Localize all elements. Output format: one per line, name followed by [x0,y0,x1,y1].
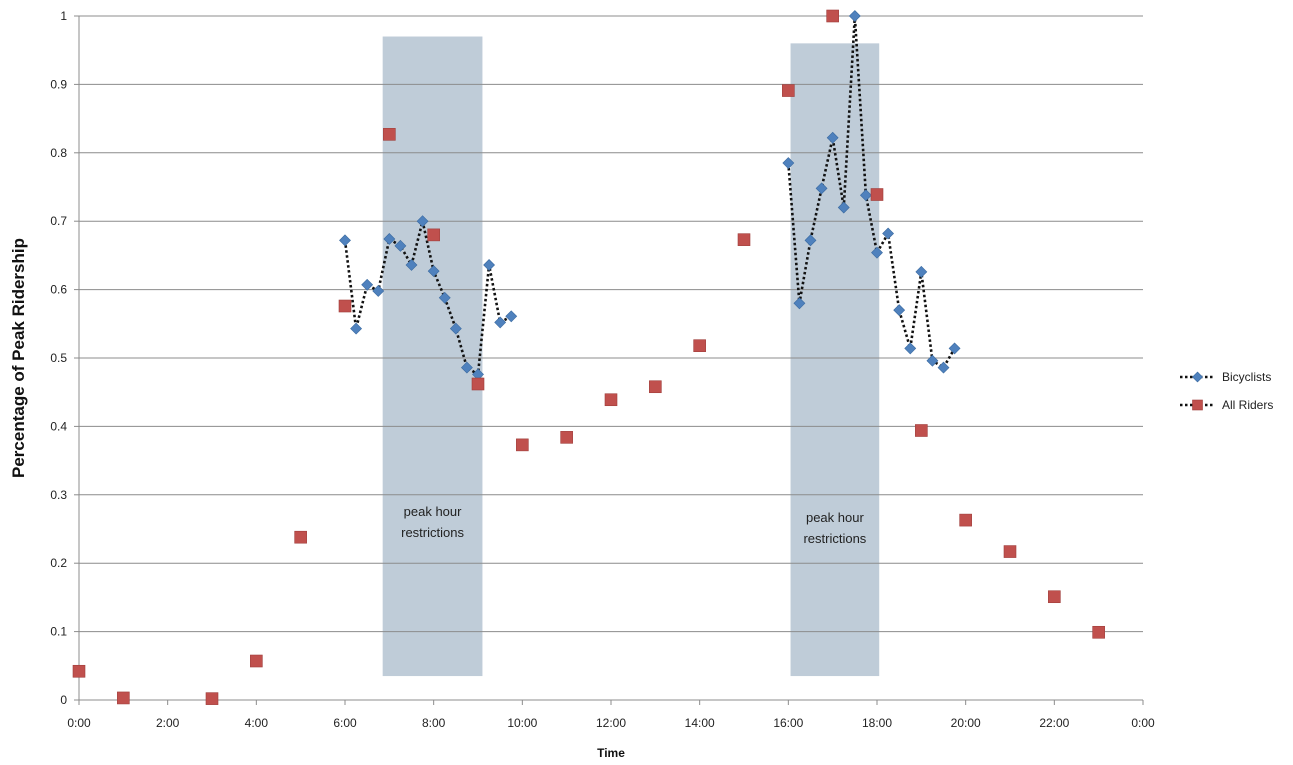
all-riders-point [72,664,86,678]
all-riders-point [250,654,263,668]
all-riders-point [826,9,839,23]
gridlines [79,15,1143,701]
legend: Bicyclists All Riders [1180,370,1273,412]
all-riders-point [205,692,219,705]
bicyclists-point [793,297,806,310]
y-tick-label: 0.1 [50,625,67,639]
bicyclists-point [483,259,496,271]
x-tick-label: 2:00 [156,716,180,730]
all-riders-point [1048,590,1061,604]
all-riders-point [516,438,529,452]
x-tick-label: 0:00 [1131,716,1155,730]
all-riders-point [915,424,928,437]
bicyclists-point [848,10,861,22]
bicyclists-point [826,131,839,144]
y-tick-label: 0.6 [50,283,67,297]
bicyclists-point [782,157,795,169]
x-axis-title: Time [597,746,625,760]
all-riders-point [117,691,130,705]
x-tick-label: 0:00 [67,716,91,730]
bicyclists-line [343,220,512,377]
x-tick-label: 18:00 [862,716,892,730]
all-riders-point [1003,545,1017,558]
shaded-regions [382,36,880,677]
all-riders-point [560,431,573,444]
bicyclists-point [339,234,351,247]
bicyclists-point [815,182,828,195]
bicyclists-point [937,361,950,374]
peak-hour-label: peak hour restrictions [803,510,866,546]
bicyclists-point [427,265,440,278]
bicyclists-point [926,354,939,367]
bicyclists-point [405,259,418,271]
bicyclists-point [438,291,451,304]
bicyclists-point [505,310,518,323]
bicyclists-point [350,322,363,335]
x-tick-label: 4:00 [245,716,269,730]
bicyclists-point [915,265,928,278]
y-tick-label: 0.7 [50,214,67,228]
bicyclists-point [449,322,462,335]
peak-hour-label: peak hour restrictions [401,504,464,540]
all-riders-point [604,393,618,407]
y-tick-label: 0.2 [50,556,67,570]
peak-hour-region [382,36,483,677]
bicyclists-point [871,246,883,259]
y-tick-label: 0.4 [50,419,67,433]
bicyclists-point [837,201,850,214]
x-tick-label: 16:00 [773,716,803,730]
bicyclists-point [460,361,473,374]
bicyclists-point [394,239,407,252]
x-tick-label: 14:00 [685,716,715,730]
all-riders-point [1092,625,1105,639]
x-tick-label: 22:00 [1039,716,1069,730]
all-riders-point [338,299,352,313]
y-tick-label: 0.9 [50,77,67,91]
all-riders-point [471,377,485,391]
bicyclists-point [361,278,374,291]
x-tick-label: 8:00 [422,716,446,730]
bicyclists-point [416,215,429,228]
axes: 00.10.20.30.40.50.60.70.80.910:00 2:00 4:0… [50,9,1155,730]
all-riders-point [1192,399,1203,411]
x-tick-label: 20:00 [951,716,981,730]
series [72,9,1105,705]
y-tick-label: 0 [60,693,67,707]
x-tick-label: 12:00 [596,716,626,730]
bicyclists-point [383,233,396,245]
bicyclists-line [787,15,956,370]
annotations: peak hour restrictions peak hour restrictio… [401,504,867,546]
y-tick-label: 1 [60,9,67,23]
x-tick-label: 10:00 [507,716,537,730]
all-riders-point [693,339,706,352]
y-tick-label: 0.5 [50,351,67,365]
y-tick-label: 0.8 [50,146,67,160]
all-riders-point [649,380,662,394]
all-riders-point [782,84,795,97]
all-riders-point [959,513,972,527]
bicyclists-point [804,234,817,247]
legend-label: All Riders [1222,398,1273,412]
bicyclists-point [882,227,895,240]
all-riders-point [427,228,440,242]
x-tick-label: 6:00 [333,716,357,730]
bicyclists-point [859,189,872,202]
bicyclists-point [904,342,917,355]
all-riders-point [294,530,307,544]
all-riders-point [870,188,884,201]
all-riders-point [737,233,751,246]
y-tick-label: 0.3 [50,488,67,502]
bicyclists-point [1192,371,1203,383]
bicyclists-point [372,285,385,297]
y-axis-title: Percentage of Peak Ridership [9,238,28,478]
all-riders-point [383,128,396,141]
bicyclists-point [948,342,961,355]
bicyclists-point [494,316,507,329]
bicyclists-point [893,304,906,317]
legend-label: Bicyclists [1222,370,1271,384]
